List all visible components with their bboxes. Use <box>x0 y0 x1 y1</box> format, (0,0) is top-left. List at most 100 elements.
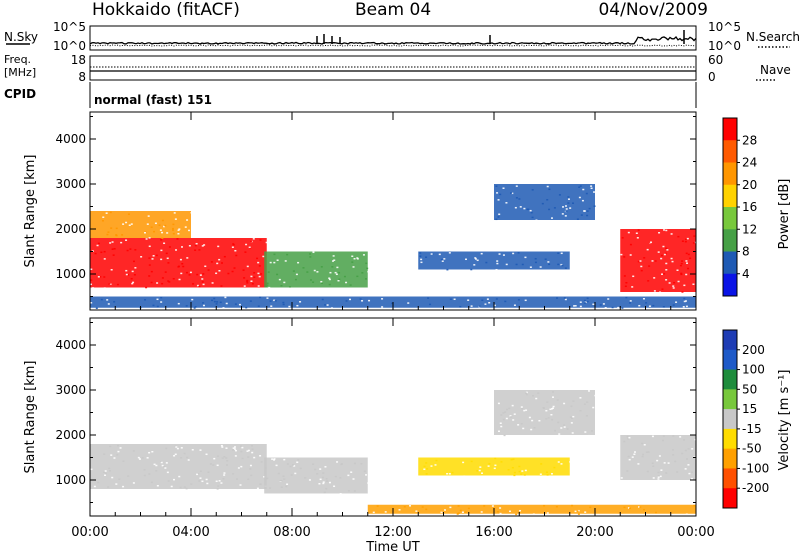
velocity-speckle <box>201 480 204 483</box>
power-speckle <box>381 298 384 300</box>
power-speckle <box>132 260 135 263</box>
power-speckle <box>583 302 586 304</box>
power-speckle <box>109 242 112 244</box>
power-speckle <box>126 249 129 252</box>
power-speckle <box>567 198 570 200</box>
power-speckle <box>161 237 164 239</box>
velocity-speckle <box>328 481 331 484</box>
velocity-speckle <box>232 449 235 451</box>
velocity-speckle <box>216 455 219 457</box>
power-speckle <box>560 263 563 266</box>
velocity-speckle <box>161 464 164 467</box>
power-speckle <box>481 299 484 302</box>
velocity-speckle <box>627 507 630 509</box>
velocity-speckle <box>520 406 523 408</box>
velocity-speckle <box>540 463 543 465</box>
power-speckle <box>248 246 251 249</box>
power-speckle <box>109 283 112 285</box>
power-speckle <box>257 305 260 307</box>
velocity-region-4 <box>620 435 696 480</box>
velocity-speckle <box>628 436 631 439</box>
velocity-speckle <box>234 448 237 450</box>
velocity-speckle <box>500 414 503 416</box>
power-speckle <box>685 238 688 241</box>
power-speckle <box>297 261 300 264</box>
freq-right-tick-top: 60 <box>708 53 723 67</box>
colorbar-swatch <box>723 488 737 509</box>
power-speckle <box>227 272 230 275</box>
power-speckle <box>585 192 588 195</box>
power-speckle <box>449 298 452 300</box>
velocity-speckle <box>308 479 311 481</box>
velocity-speckle <box>122 485 125 488</box>
velocity-speckle <box>122 460 125 462</box>
power-speckle <box>105 212 108 214</box>
power-speckle <box>100 251 103 254</box>
power-speckle <box>188 229 191 232</box>
velocity-speckle <box>557 421 560 424</box>
power-speckle <box>683 300 686 303</box>
power-speckle <box>167 262 170 264</box>
power-speckle <box>513 304 516 306</box>
velocity-speckle <box>556 399 559 401</box>
velocity-speckle <box>232 447 235 449</box>
power-speckle <box>167 280 170 282</box>
power-speckle <box>620 253 623 256</box>
velocity-speckle <box>443 509 446 511</box>
power-speckle <box>280 284 283 287</box>
power-speckle <box>130 277 133 280</box>
velocity-speckle <box>571 417 574 420</box>
velocity-speckle <box>235 478 238 480</box>
velocity-speckle <box>623 506 626 509</box>
velocity-speckle <box>577 513 580 515</box>
velocity-speckle <box>226 460 229 462</box>
velocity-speckle <box>481 472 484 474</box>
velocity-speckle <box>579 409 582 412</box>
power-speckle <box>683 284 686 287</box>
velocity-speckle <box>524 469 527 472</box>
power-speckle <box>420 258 423 261</box>
colorbar-swatch <box>723 369 737 390</box>
power-speckle <box>158 224 161 226</box>
power-speckle <box>181 262 184 265</box>
power-speckle <box>127 213 130 215</box>
power-speckle <box>602 303 605 305</box>
velocity-speckle <box>626 435 629 438</box>
power-speckle <box>593 205 596 207</box>
power-speckle <box>286 253 289 256</box>
power-speckle <box>257 285 260 287</box>
colorbar-tick-label: 28 <box>742 133 757 147</box>
velocity-speckle <box>513 413 516 415</box>
power-speckle <box>109 211 112 214</box>
velocity-speckle <box>165 447 168 450</box>
power-speckle <box>665 229 668 232</box>
power-speckle <box>110 227 113 229</box>
velocity-speckle <box>318 482 321 485</box>
power-speckle <box>629 254 632 256</box>
power-speckle <box>548 263 551 266</box>
velocity-speckle <box>319 468 322 470</box>
power-speckle <box>259 296 262 299</box>
velocity-colorbar: 200 100 50 15 -15 -50 -100 -200 <box>722 329 769 509</box>
velocity-speckle <box>333 485 336 488</box>
power-speckle <box>244 251 247 253</box>
power-speckle <box>557 252 560 254</box>
power-speckle <box>165 252 168 255</box>
power-speckle <box>679 264 682 267</box>
velocity-speckle <box>240 450 243 453</box>
power-speckle <box>211 299 214 302</box>
power-speckle <box>313 269 316 272</box>
power-speckle <box>681 240 684 242</box>
power-speckle <box>266 284 269 286</box>
power-speckle <box>664 252 667 255</box>
power-speckle <box>249 247 252 249</box>
power-speckle <box>233 267 236 269</box>
velocity-speckle <box>260 461 263 463</box>
velocity-speckle <box>316 473 319 475</box>
velocity-speckle <box>323 491 326 494</box>
power-speckle <box>574 305 577 307</box>
power-speckle <box>512 252 515 255</box>
power-speckle <box>331 266 334 268</box>
power-speckle <box>685 260 688 262</box>
power-speckle <box>218 270 221 272</box>
